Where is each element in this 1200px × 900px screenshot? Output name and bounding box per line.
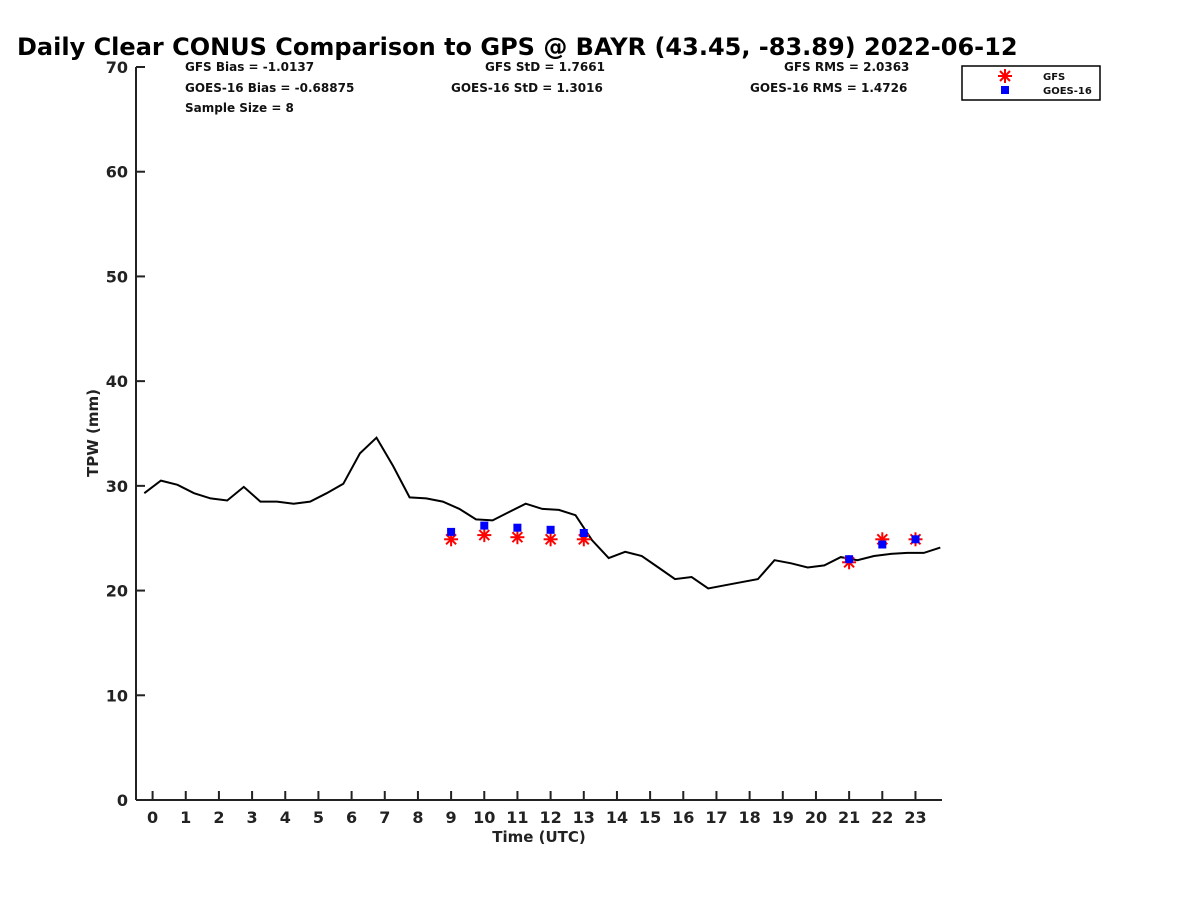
y-tick-label: 30 [106, 477, 128, 496]
gfs-point [543, 532, 558, 547]
x-tick-label: 14 [606, 808, 628, 827]
x-tick-label: 23 [904, 808, 926, 827]
x-axis-label: Time (UTC) [492, 828, 586, 846]
goes16-point [878, 540, 887, 549]
legend-box [961, 65, 1101, 101]
y-tick-label: 40 [106, 372, 128, 391]
goes16-point [513, 523, 522, 532]
goes16-point [579, 529, 588, 537]
x-tick-label: 3 [247, 808, 258, 827]
x-tick-label: 12 [539, 808, 561, 827]
stat-gfs-std: GFS StD = 1.7661 [485, 60, 605, 74]
x-tick-label: 20 [805, 808, 827, 827]
stat-goes-bias: GOES-16 Bias = -0.68875 [185, 81, 354, 95]
x-tick-label: 19 [772, 808, 794, 827]
stat-goes-std: GOES-16 StD = 1.3016 [451, 81, 603, 95]
x-tick-label: 18 [738, 808, 760, 827]
gps-tpw-line [143, 436, 941, 590]
y-tick-label: 10 [106, 686, 128, 705]
x-tick-label: 0 [147, 808, 158, 827]
x-tick-label: 13 [573, 808, 595, 827]
x-tick-label: 7 [379, 808, 390, 827]
legend-goes-label: GOES-16 [1043, 86, 1092, 97]
x-tick-label: 11 [506, 808, 528, 827]
stat-gfs-bias: GFS Bias = -1.0137 [185, 60, 314, 74]
x-tick-label: 8 [412, 808, 423, 827]
x-tick-label: 1 [180, 808, 191, 827]
legend-goes-marker [1001, 86, 1009, 94]
y-tick-label: 50 [106, 267, 128, 286]
stats-block: GFS Bias = -1.0137 GOES-16 Bias = -0.688… [185, 60, 909, 115]
x-tick-label: 22 [871, 808, 893, 827]
x-tick-label: 21 [838, 808, 860, 827]
x-tick-label: 9 [446, 808, 457, 827]
y-tick-label: 0 [117, 791, 128, 810]
x-tick-label: 4 [280, 808, 291, 827]
x-tick-label: 6 [346, 808, 357, 827]
stat-goes-rms: GOES-16 RMS = 1.4726 [750, 81, 907, 95]
stat-gfs-rms: GFS RMS = 2.0363 [784, 60, 909, 74]
y-axis-label: TPW (mm) [84, 389, 102, 477]
stat-sample-size: Sample Size = 8 [185, 101, 294, 115]
legend-gfs-label: GFS [1043, 72, 1065, 83]
legend: GFS GOES-16 [961, 65, 1101, 101]
y-tick-label: 60 [106, 163, 128, 182]
x-tick-label: 2 [213, 808, 224, 827]
goes16-point [546, 525, 555, 534]
x-tick-label: 16 [672, 808, 694, 827]
x-tick-label: 15 [639, 808, 661, 827]
x-tick-label: 5 [313, 808, 324, 827]
legend-gfs-marker [998, 69, 1012, 83]
goes16-point [911, 535, 920, 544]
gfs-point [477, 528, 492, 543]
y-tick-label: 20 [106, 582, 128, 601]
goes16-point [845, 555, 854, 564]
goes16-point [480, 521, 489, 530]
x-tick-label: 10 [473, 808, 495, 827]
chart-title: Daily Clear CONUS Comparison to GPS @ BA… [17, 33, 1018, 61]
plot-area [143, 436, 941, 590]
y-tick-label: 70 [106, 58, 128, 77]
gfs-point [510, 530, 525, 545]
goes16-point [447, 527, 456, 536]
x-tick-label: 17 [705, 808, 727, 827]
